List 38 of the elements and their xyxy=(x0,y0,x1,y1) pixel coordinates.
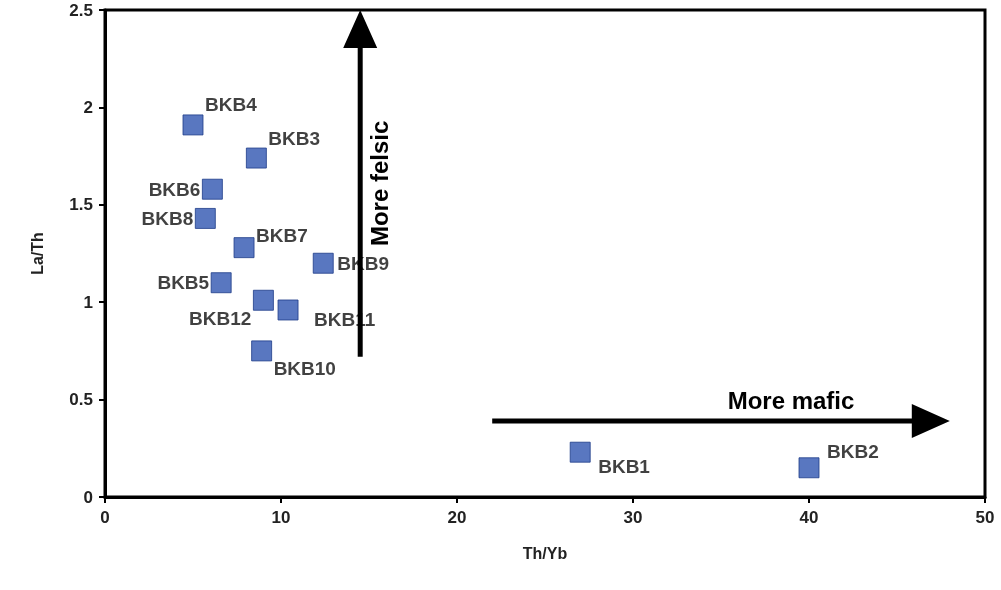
x-tick-label: 0 xyxy=(100,508,110,527)
series-label: BKB3 xyxy=(268,127,321,149)
series-label: BKB6 xyxy=(148,178,201,200)
series-label: BKB7 xyxy=(256,225,308,247)
x-axis-title: Th/Yb xyxy=(522,544,568,562)
point xyxy=(201,178,223,200)
series-label: BKB5 xyxy=(157,272,210,294)
annotation: More mafic xyxy=(727,387,855,415)
series-label: BKB8 xyxy=(141,207,194,229)
x-tick-label: 30 xyxy=(623,508,643,527)
point xyxy=(569,441,591,463)
series-label: BKB10 xyxy=(273,358,336,380)
series-label: BKB4 xyxy=(205,94,258,116)
point xyxy=(210,272,232,294)
point xyxy=(233,237,255,259)
y-tick-label: 1.5 xyxy=(69,195,93,215)
point xyxy=(312,252,334,274)
point xyxy=(245,147,267,169)
x-tick-label: 50 xyxy=(975,508,995,527)
x-tick-label: 10 xyxy=(271,508,291,527)
series-label: BKB2 xyxy=(827,441,879,463)
point xyxy=(252,289,274,311)
y-axis-title: La/Th xyxy=(28,232,46,275)
x-tick-label: 40 xyxy=(799,508,819,527)
point xyxy=(277,299,299,321)
series-label: BKB1 xyxy=(598,455,651,477)
point xyxy=(194,207,216,229)
annotation: More felsic xyxy=(366,120,394,247)
point xyxy=(251,340,273,362)
y-tick-label: 2.5 xyxy=(69,0,93,20)
y-tick-label: 2 xyxy=(83,97,93,117)
x-tick-label: 20 xyxy=(447,508,467,527)
y-tick-label: 1 xyxy=(83,292,93,312)
y-tick-label: 0.5 xyxy=(69,390,93,410)
point xyxy=(182,114,204,136)
series-label: BKB12 xyxy=(189,307,252,329)
point xyxy=(798,457,820,479)
y-tick-label: 0 xyxy=(83,487,93,507)
